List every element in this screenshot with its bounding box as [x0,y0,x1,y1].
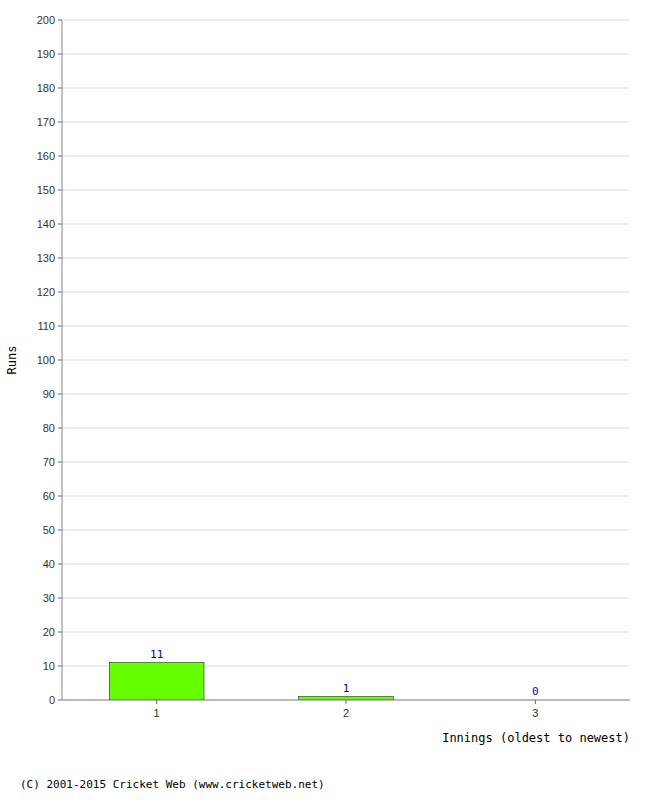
y-tick-label: 170 [37,116,55,128]
bars [109,663,393,700]
y-tick-label: 60 [43,490,55,502]
y-tick-label: 200 [37,14,55,26]
grid-line [62,190,630,191]
grid-line [62,54,630,55]
grid-line [62,360,630,361]
grid-line [62,428,630,429]
data-label: 11 [150,648,163,661]
y-tick-label: 40 [43,558,55,570]
y-tick [58,700,62,701]
grid-line [62,496,630,497]
grid-line [62,394,630,395]
y-tick-label: 50 [43,524,55,536]
x-tick [346,700,347,704]
footer: (C) 2001-2015 Cricket Web (www.cricketwe… [20,778,325,791]
y-tick [58,224,62,225]
y-tick-label: 190 [37,48,55,60]
bar [109,663,204,700]
grid-line [62,156,630,157]
y-tick-label: 80 [43,422,55,434]
y-tick-label: 10 [43,660,55,672]
y-axis-label: Runs [5,346,19,375]
x-tick [535,700,536,704]
grid-line [62,462,630,463]
y-tick-label: 180 [37,82,55,94]
y-tick-label: 110 [37,320,55,332]
y-tick [58,292,62,293]
chart: 0102030405060708090100110120130140150160… [0,0,650,800]
y-tick-label: 70 [43,456,55,468]
grid-line [62,88,630,89]
y-tick [58,530,62,531]
y-tick [58,360,62,361]
y-tick-label: 150 [37,184,55,196]
y-tick [58,666,62,667]
y-tick [58,20,62,21]
y-tick [58,632,62,633]
y-tick [58,156,62,157]
x-tick-label: 3 [532,707,538,719]
x-tick-label: 2 [343,707,349,719]
y-axis [62,20,63,700]
grid-line [62,564,630,565]
x-tick-label: 1 [154,707,160,719]
grid-line [62,598,630,599]
grid-line [62,224,630,225]
data-label: 1 [343,682,350,695]
x-tick [156,700,157,704]
y-tick [58,428,62,429]
grid [62,20,630,700]
y-tick [58,88,62,89]
grid-line [62,20,630,21]
grid-line [62,292,630,293]
y-tick-label: 130 [37,252,55,264]
y-tick-label: 90 [43,388,55,400]
grid-line [62,326,630,327]
y-tick-label: 140 [37,218,55,230]
y-tick [58,394,62,395]
data-label: 0 [532,685,539,698]
grid-line [62,258,630,259]
bar [299,697,394,700]
y-tick [58,122,62,123]
y-tick [58,190,62,191]
y-tick-label: 30 [43,592,55,604]
grid-line [62,632,630,633]
grid-line [62,530,630,531]
y-tick [58,258,62,259]
y-tick-label: 160 [37,150,55,162]
y-tick [58,496,62,497]
y-tick-label: 120 [37,286,55,298]
y-tick-label: 20 [43,626,55,638]
x-axis-label: Innings (oldest to newest) [442,731,630,745]
y-tick-label: 0 [49,694,55,706]
y-tick [58,54,62,55]
y-tick-label: 100 [37,354,55,366]
y-tick [58,564,62,565]
y-tick [58,462,62,463]
y-tick [58,326,62,327]
y-tick [58,598,62,599]
grid-line [62,122,630,123]
